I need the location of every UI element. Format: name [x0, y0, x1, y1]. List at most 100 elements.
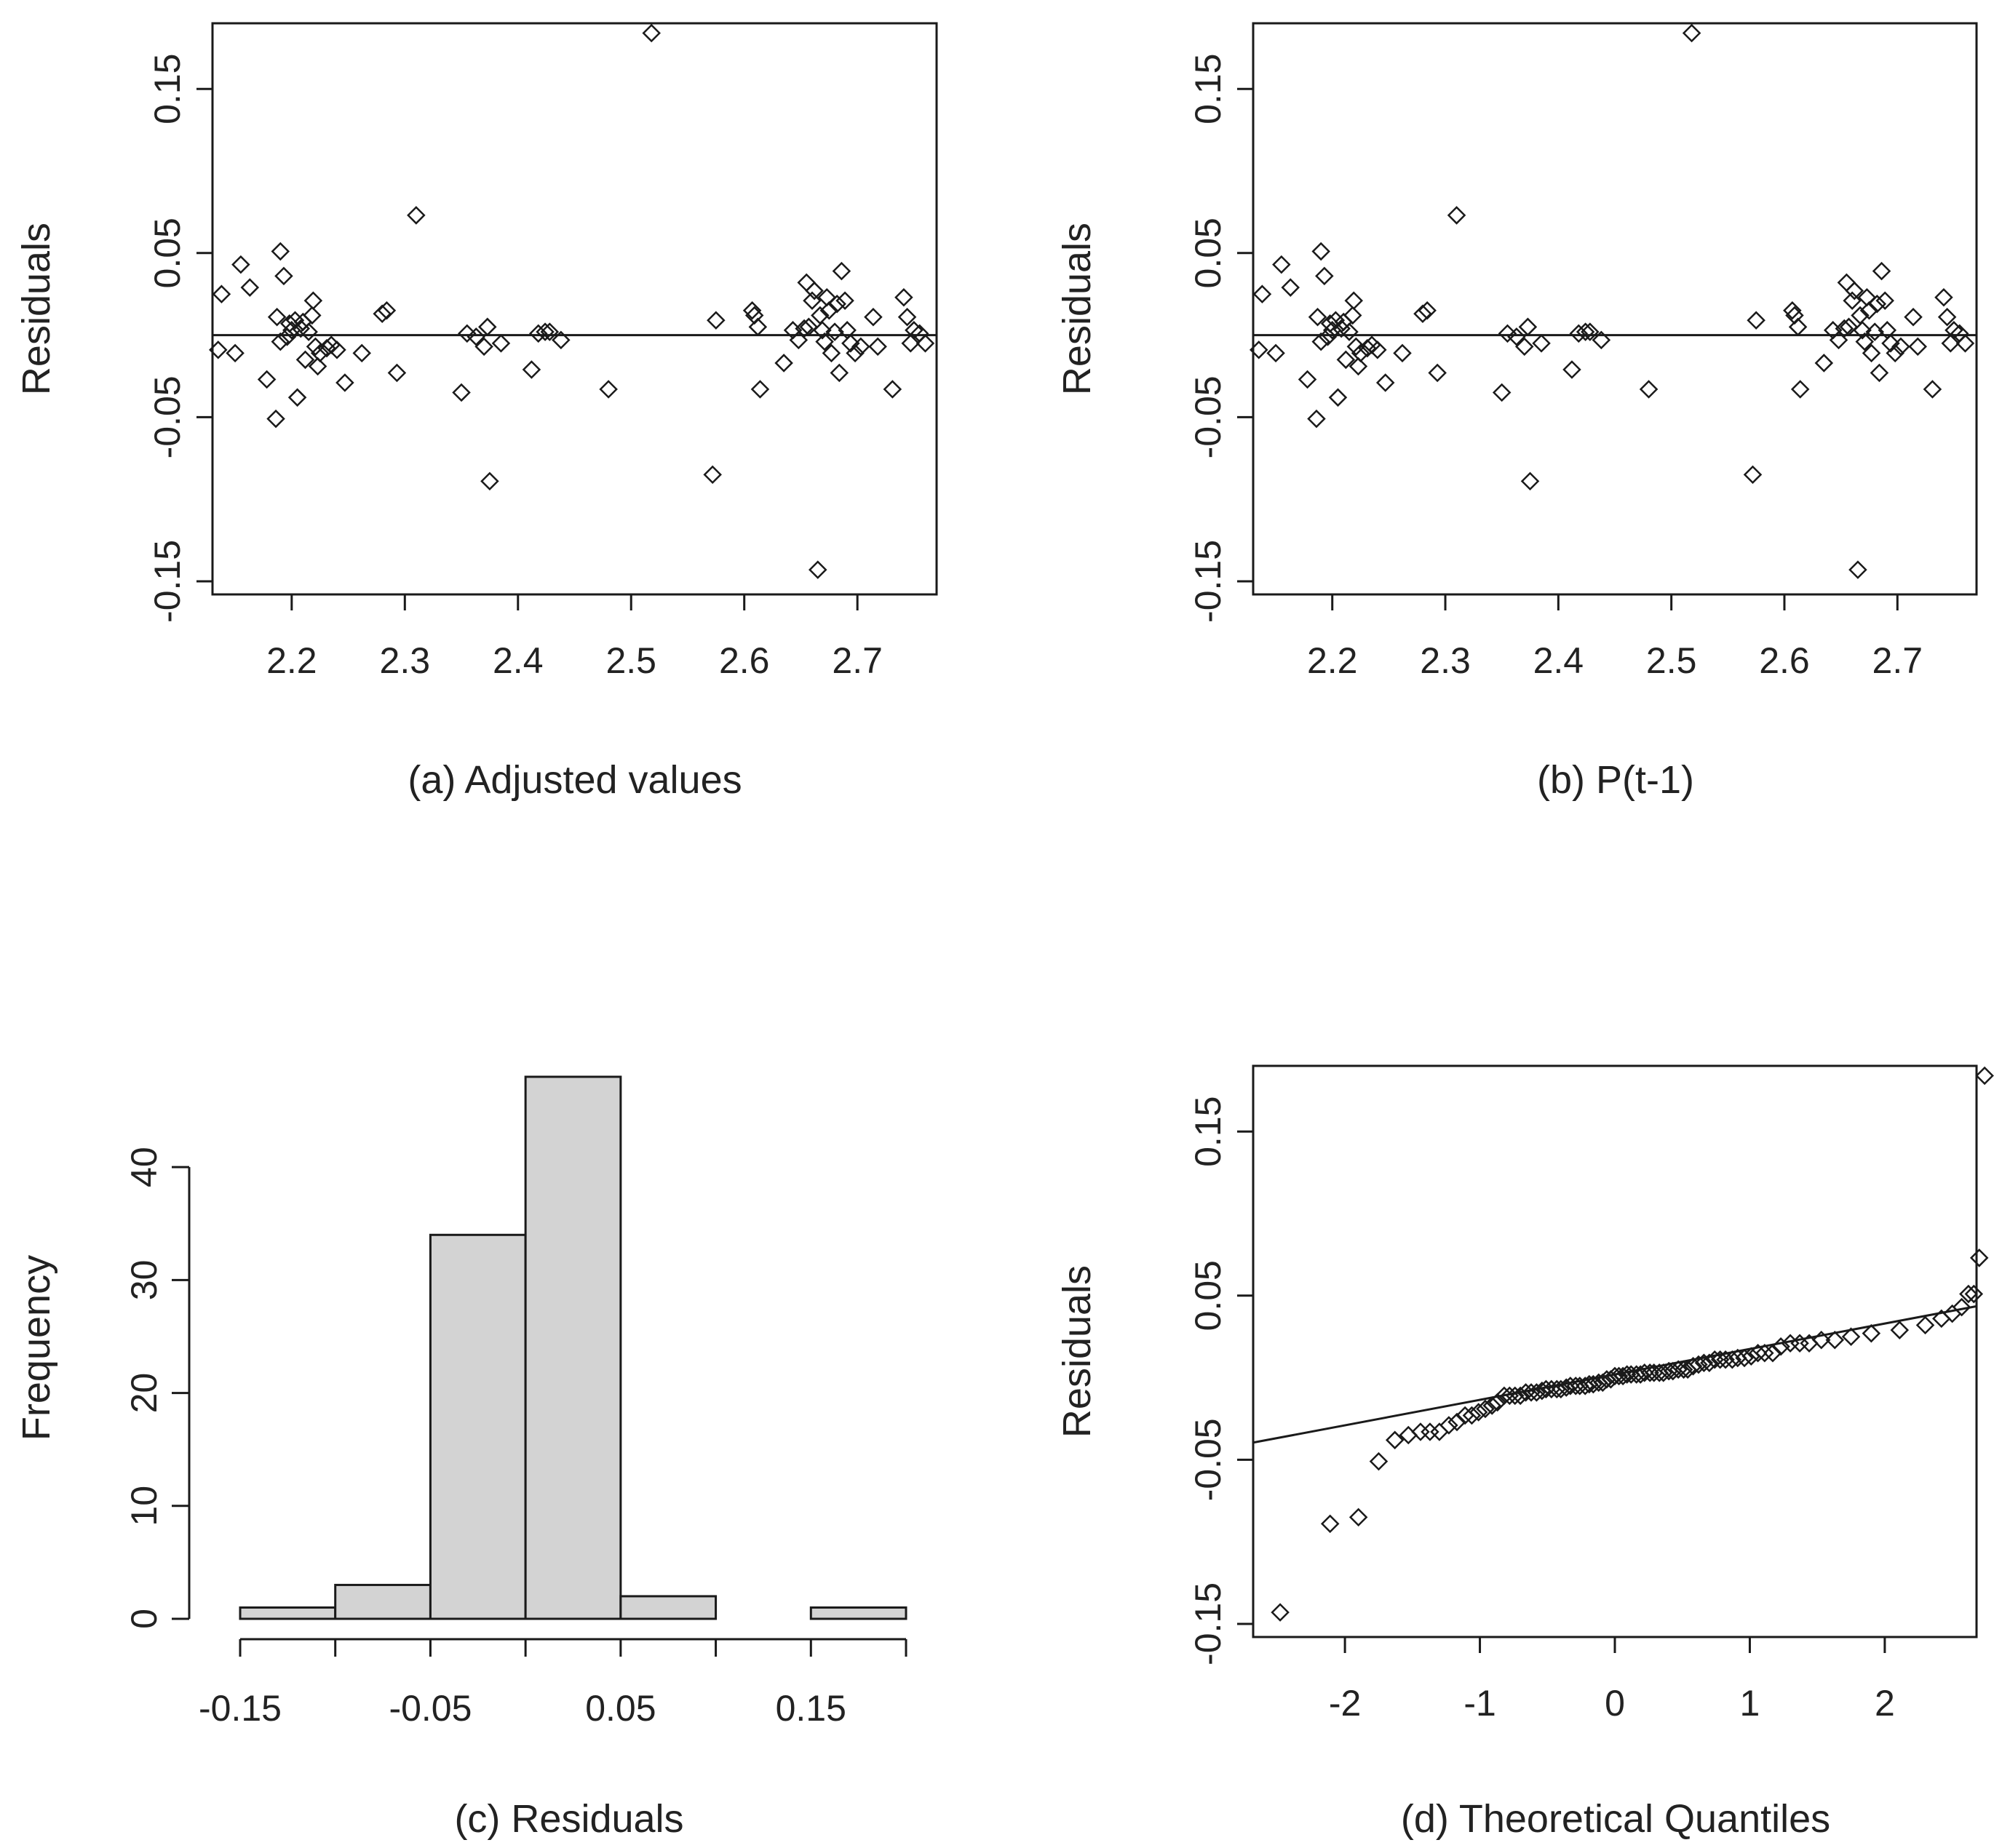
- data-point: [827, 294, 846, 314]
- data-point: [905, 321, 923, 340]
- data-point: [1393, 343, 1412, 363]
- data-point: [1351, 343, 1370, 363]
- x-tick-label: 2.4: [1533, 640, 1584, 681]
- data-point: [707, 311, 726, 330]
- y-axis-title: Residuals: [1055, 223, 1099, 395]
- data-point: [748, 317, 768, 337]
- data-point: [1522, 1383, 1541, 1402]
- data-point: [466, 327, 486, 346]
- data-point: [1845, 281, 1864, 300]
- x-tick-label: 1: [1740, 1683, 1760, 1724]
- data-point: [1683, 1357, 1703, 1376]
- data-point: [1520, 471, 1540, 491]
- data-point: [1385, 1430, 1405, 1450]
- data-point: [1771, 1337, 1790, 1356]
- data-point: [271, 242, 290, 261]
- data-point: [1843, 291, 1862, 310]
- y-tick-label: 10: [124, 1486, 164, 1526]
- data-point: [868, 337, 887, 357]
- x-tick-label: 2.3: [1420, 640, 1471, 681]
- data-point: [1875, 291, 1894, 310]
- data-point: [1689, 1355, 1708, 1374]
- histogram-bar: [334, 1583, 432, 1620]
- data-point: [387, 363, 407, 383]
- plot-frame: [211, 22, 938, 596]
- panel-d-qq-plot: -0.15 -0.05 0.05 0.15 -2 -1 0 1 2 Residuals (d) Th…: [1055, 1064, 1994, 1841]
- data-point: [327, 340, 346, 359]
- data-point: [1348, 1508, 1368, 1527]
- data-point: [864, 308, 883, 327]
- data-point: [480, 471, 499, 491]
- data-point: [1700, 1353, 1719, 1373]
- x-tick-label: 2.4: [493, 640, 544, 681]
- data-point: [1447, 1412, 1466, 1432]
- data-point: [1308, 308, 1327, 327]
- data-point: [808, 560, 827, 579]
- data-point: [240, 278, 260, 297]
- data-point: [803, 291, 822, 310]
- data-point: [1576, 322, 1595, 341]
- data-point: [1964, 1284, 1984, 1304]
- data-point: [1653, 1363, 1673, 1382]
- data-point: [1639, 380, 1659, 399]
- data-point: [1735, 1348, 1754, 1368]
- data-point: [1272, 255, 1291, 274]
- data-point: [742, 300, 762, 320]
- panel-a-adjusted-values-scatter: -0.15 -0.05 0.05 0.15 2.2 2.3 2.4 2.5 2.6 2.7 Resi…: [15, 22, 938, 802]
- data-point: [799, 317, 819, 337]
- x-tick-label: 0: [1605, 1683, 1625, 1724]
- data-point: [552, 330, 571, 350]
- data-point: [795, 319, 814, 338]
- data-point: [1710, 1350, 1730, 1369]
- data-point: [1311, 332, 1330, 351]
- data-point: [883, 380, 902, 399]
- x-tick-label: 0.15: [776, 1688, 846, 1729]
- x-tick-label: -1: [1463, 1683, 1496, 1724]
- data-point: [1498, 324, 1517, 343]
- data-point: [1320, 1514, 1340, 1534]
- data-point: [1307, 409, 1326, 429]
- data-point: [1487, 1393, 1507, 1412]
- data-point: [1872, 261, 1891, 281]
- data-point: [1413, 304, 1432, 324]
- y-tick-label: 30: [124, 1260, 164, 1301]
- data-point: [1492, 383, 1512, 402]
- data-point: [458, 324, 477, 343]
- panel-caption: (b) P(t-1): [1537, 758, 1694, 802]
- data-point: [1790, 380, 1810, 399]
- data-point: [1841, 1327, 1861, 1346]
- data-point: [271, 332, 290, 351]
- data-point: [1755, 1343, 1774, 1363]
- data-point: [599, 380, 618, 399]
- data-point: [1891, 337, 1910, 357]
- data-point: [805, 281, 824, 300]
- data-point: [1763, 1343, 1782, 1363]
- data-point: [1336, 350, 1356, 370]
- data-point: [306, 337, 325, 357]
- data-point: [1368, 340, 1387, 359]
- data-point: [1825, 1330, 1845, 1350]
- data-point: [1252, 284, 1272, 303]
- x-tick-label: 2.6: [719, 640, 770, 681]
- data-point: [1969, 1248, 1989, 1267]
- data-point: [897, 308, 917, 327]
- data-point: [1747, 311, 1765, 330]
- x-tick-label: 2.2: [1307, 640, 1358, 681]
- data-point: [1959, 1284, 1978, 1304]
- data-point: [1937, 308, 1957, 327]
- data-point: [894, 287, 913, 307]
- panel-caption: (c) Residuals: [454, 1797, 683, 1841]
- data-point: [1682, 23, 1701, 43]
- y-axis-title: Residuals: [1055, 1265, 1099, 1438]
- data-point: [1674, 1360, 1693, 1379]
- data-point: [287, 388, 307, 407]
- data-point: [1584, 1374, 1603, 1394]
- data-point: [1915, 1315, 1935, 1335]
- data-point: [1344, 291, 1363, 310]
- data-point: [1511, 1386, 1530, 1406]
- y-tick-label: -0.15: [1188, 540, 1228, 623]
- y-axis-title: Residuals: [15, 223, 58, 395]
- data-point: [819, 300, 839, 320]
- plot-frame: [1252, 22, 1978, 596]
